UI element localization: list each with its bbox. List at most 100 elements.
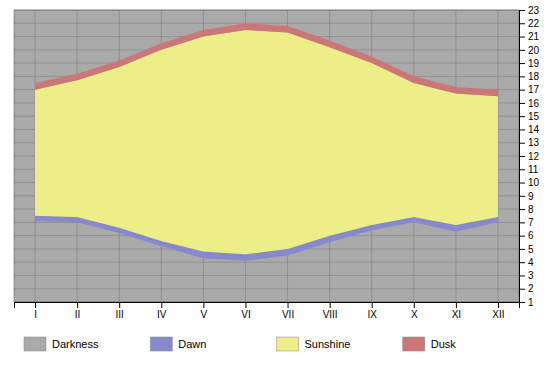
- tick-mark: [519, 37, 525, 38]
- chart: IIIIIIIVVVIVIIVIIIIXXXIXII12345678910111…: [0, 0, 555, 368]
- tick: 23: [519, 5, 540, 16]
- tick: 6: [519, 230, 534, 241]
- tick: II: [75, 302, 81, 320]
- tick: 4: [519, 257, 534, 268]
- tick: 10: [519, 177, 540, 188]
- tick: 13: [519, 137, 540, 148]
- tick-label: IV: [157, 309, 167, 320]
- grid: [14, 10, 519, 302]
- tick: VI: [241, 302, 250, 320]
- tick: 1: [519, 297, 534, 308]
- tick: I: [34, 302, 37, 320]
- tick-label: 14: [528, 124, 540, 135]
- grid-line: [14, 275, 519, 276]
- legend-swatch: [24, 337, 46, 351]
- legend-item: Sunshine: [277, 337, 351, 351]
- tick-label: III: [116, 309, 124, 320]
- tick: XII: [492, 302, 504, 320]
- tick: IV: [157, 302, 167, 320]
- tick: 22: [519, 18, 540, 29]
- tick-mark: [519, 116, 525, 117]
- tick: 8: [519, 204, 534, 215]
- tick-mark: [519, 222, 525, 223]
- x-axis: IIIIIIIVVVIVIIVIIIIXXXIXII: [15, 302, 520, 320]
- plot-frame: [14, 10, 519, 302]
- tick-mark: [519, 275, 525, 276]
- tick: 20: [519, 45, 540, 56]
- tick-mark: [203, 302, 204, 308]
- tick-label: VII: [282, 309, 294, 320]
- tick-mark: [519, 236, 525, 237]
- tick-mark: [288, 302, 289, 308]
- tick-label: 9: [528, 191, 534, 202]
- plot-area: [35, 23, 498, 261]
- tick: 11: [519, 164, 539, 175]
- tick-label: 23: [528, 5, 540, 16]
- legend-label: Dawn: [178, 338, 206, 350]
- tick-mark: [519, 302, 525, 303]
- tick-label: II: [75, 309, 81, 320]
- y-axis: 1234567891011121314151617181920212223: [519, 5, 540, 308]
- tick: 14: [519, 124, 540, 135]
- tick-label: 21: [528, 31, 540, 42]
- axis-line: [520, 11, 526, 303]
- axis-line: [15, 303, 520, 309]
- tick-label: 19: [528, 58, 540, 69]
- tick-mark: [330, 302, 331, 308]
- tick: VIII: [323, 302, 338, 320]
- tick: 17: [519, 84, 540, 95]
- band: [35, 30, 498, 254]
- tick-label: 17: [528, 84, 540, 95]
- tick: IX: [367, 302, 377, 320]
- tick: 3: [519, 270, 534, 281]
- tick-mark: [519, 143, 525, 144]
- tick-label: 5: [528, 244, 534, 255]
- tick-mark: [519, 156, 525, 157]
- tick-mark: [519, 249, 525, 250]
- legend-item: Dawn: [150, 337, 206, 351]
- tick-label: 4: [528, 257, 534, 268]
- tick-mark: [519, 289, 525, 290]
- tick-mark: [519, 209, 525, 210]
- tick-mark: [456, 302, 457, 308]
- tick-mark: [519, 196, 525, 197]
- legend-swatch: [150, 337, 172, 351]
- tick-label: 2: [528, 283, 534, 294]
- tick-label: I: [34, 309, 37, 320]
- tick: 19: [519, 58, 540, 69]
- tick: X: [411, 302, 418, 320]
- tick-mark: [519, 63, 525, 64]
- grid-line: [14, 262, 519, 263]
- legend-item: Dusk: [403, 337, 457, 351]
- legend-label: Darkness: [52, 338, 99, 350]
- tick: 7: [519, 217, 534, 228]
- tick-label: 11: [528, 164, 539, 175]
- legend-label: Sunshine: [305, 338, 351, 350]
- tick: 2: [519, 283, 534, 294]
- legend-label: Dusk: [431, 338, 457, 350]
- tick: 5: [519, 244, 534, 255]
- legend-swatch: [277, 337, 299, 351]
- tick-mark: [519, 103, 525, 104]
- tick-mark: [519, 129, 525, 130]
- tick-label: 1: [528, 297, 534, 308]
- tick-mark: [498, 302, 499, 308]
- tick-label: VI: [241, 309, 250, 320]
- tick-label: XII: [492, 309, 504, 320]
- tick-label: 18: [528, 71, 540, 82]
- tick-label: 20: [528, 45, 540, 56]
- plot-background: [14, 10, 519, 302]
- legend-swatch: [403, 337, 425, 351]
- tick: 16: [519, 98, 540, 109]
- tick: V: [201, 302, 208, 320]
- tick-mark: [519, 169, 525, 170]
- legend: Darkness Dawn Sunshine Dusk: [24, 337, 456, 351]
- tick-mark: [372, 302, 373, 308]
- tick-mark: [519, 23, 525, 24]
- tick: XI: [452, 302, 461, 320]
- tick-mark: [414, 302, 415, 308]
- tick-label: 8: [528, 204, 534, 215]
- tick: 15: [519, 111, 540, 122]
- tick: 12: [519, 151, 540, 162]
- tick-mark: [519, 10, 525, 11]
